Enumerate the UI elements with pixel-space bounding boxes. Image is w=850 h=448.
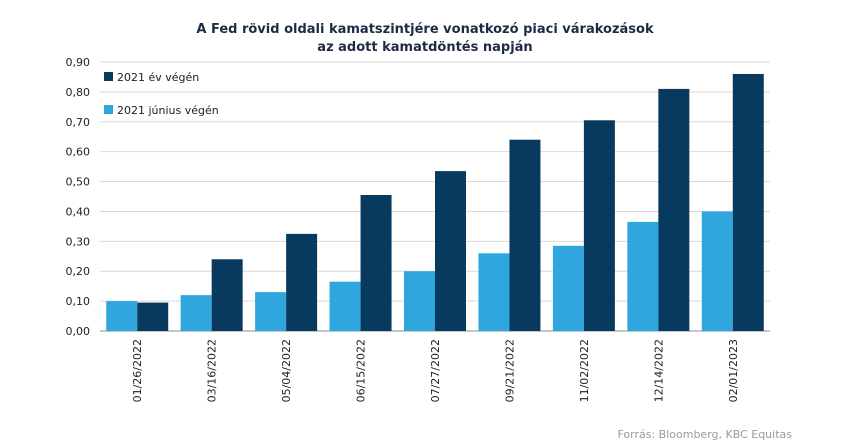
bar-june-8: [701, 211, 733, 331]
y-tick-label: 0,70: [66, 116, 91, 129]
x-tick-label: 03/16/2022: [206, 339, 219, 402]
legend-label: 2021 június végén: [117, 104, 219, 117]
y-axis: 0,00 0,10 0,20 0,30 0,40 0,50 0,60 0,70 0,80 0,90: [66, 56, 91, 338]
bar-yearend-6: [583, 120, 615, 332]
x-axis: 01/26/2022 03/16/2022 05/04/2022 06/15/2022…: [131, 339, 740, 402]
bar-june-3: [329, 281, 361, 331]
bar-yearend-8: [732, 73, 764, 331]
y-tick-label: 0,60: [66, 146, 91, 159]
bar-yearend-7: [658, 88, 690, 332]
x-tick-label: 02/01/2023: [727, 339, 740, 402]
legend-label: 2021 év végén: [117, 71, 199, 84]
bar-yearend-1: [211, 259, 243, 331]
bar-june-6: [552, 245, 584, 331]
y-tick-label: 0,50: [66, 176, 91, 189]
y-tick-label: 0,80: [66, 86, 91, 99]
y-tick-label: 0,10: [66, 295, 91, 308]
bar-june-7: [627, 221, 659, 331]
source-note: Forrás: Bloomberg, KBC Equitas: [617, 428, 792, 441]
bar-june-0: [106, 301, 138, 331]
bar-june-5: [478, 253, 510, 331]
y-tick-label: 0,20: [66, 265, 91, 278]
legend-swatch: [104, 105, 113, 114]
x-tick-label: 12/14/2022: [652, 339, 665, 402]
y-tick-label: 0,00: [66, 325, 91, 338]
bar-june-4: [404, 271, 435, 331]
y-tick-label: 0,90: [66, 56, 91, 69]
chart-title-line-1: A Fed rövid oldali kamatszintjére vonatk…: [196, 22, 654, 37]
bar-yearend-4: [435, 171, 466, 331]
legend: 2021 év végén 2021 június végén: [104, 71, 219, 117]
x-tick-label: 11/02/2022: [578, 339, 591, 402]
bar-june-2: [255, 292, 287, 331]
bar-yearend-2: [286, 233, 318, 331]
x-tick-label: 06/15/2022: [355, 339, 368, 402]
chart-title-line-2: az adott kamatdöntés napján: [317, 40, 532, 55]
y-tick-label: 0,40: [66, 205, 91, 218]
bar-yearend-3: [360, 195, 392, 331]
legend-swatch: [104, 72, 113, 81]
bar-yearend-0: [137, 302, 169, 331]
bars: [106, 73, 764, 332]
x-tick-label: 01/26/2022: [131, 339, 144, 402]
x-tick-label: 07/27/2022: [429, 339, 442, 402]
x-tick-label: 09/21/2022: [503, 339, 516, 402]
x-tick-label: 05/04/2022: [280, 339, 293, 402]
bar-june-1: [180, 295, 212, 331]
bar-yearend-5: [509, 139, 541, 331]
y-tick-label: 0,30: [66, 235, 91, 248]
